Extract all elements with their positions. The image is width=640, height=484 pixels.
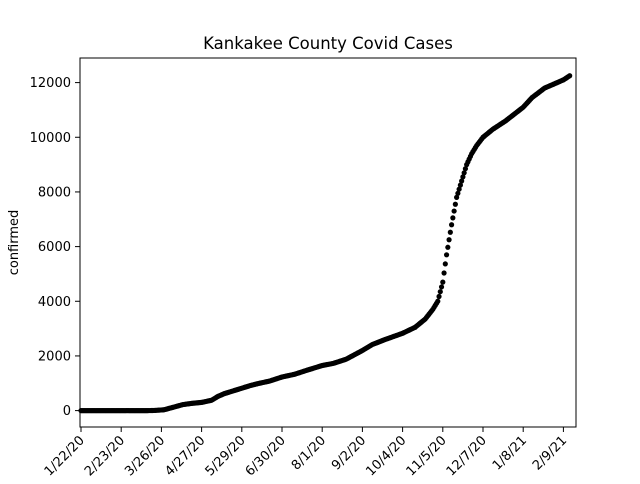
data-point [441, 270, 447, 276]
data-point [443, 252, 450, 258]
y-tick-label: 12000 [30, 76, 71, 91]
x-tick-label: 1/22/20 [42, 433, 88, 479]
data-point [450, 215, 456, 221]
y-axis-label: confirmed [7, 210, 22, 276]
x-tick-label: 6/30/20 [243, 433, 289, 479]
data-point [455, 190, 461, 196]
data-point [442, 261, 448, 267]
x-tick-label: 3/26/20 [122, 433, 168, 479]
y-tick-label: 8000 [38, 185, 71, 200]
data-point [567, 73, 573, 79]
chart-title: Kankakee County Covid Cases [203, 34, 453, 53]
data-point [456, 186, 462, 192]
x-tick-label: 9/2/20 [329, 433, 369, 473]
data-point [435, 298, 441, 304]
data-points [78, 73, 573, 414]
data-point [460, 174, 466, 180]
x-tick-label: 12/7/20 [444, 433, 490, 479]
plot-frame [79, 57, 577, 428]
data-point [438, 284, 445, 290]
data-point [459, 178, 465, 184]
x-tick-label: 2/23/20 [82, 433, 128, 479]
data-point [448, 222, 455, 228]
data-point [452, 201, 458, 207]
data-point [461, 170, 467, 176]
data-point [440, 279, 446, 285]
y-tick-label: 2000 [38, 349, 71, 364]
data-point [445, 244, 451, 250]
data-point [436, 293, 442, 300]
x-tick-label: 4/27/20 [162, 433, 208, 479]
x-tick-label: 5/29/20 [203, 433, 249, 479]
y-tick-label: 4000 [38, 295, 71, 310]
data-point [446, 237, 452, 243]
data-point [457, 182, 463, 188]
plot-area [79, 57, 577, 428]
x-tick-label: 1/8/21 [490, 433, 530, 473]
x-tick-label: 2/9/21 [530, 433, 570, 473]
x-axis-ticks: 1/22/202/23/203/26/204/27/205/29/206/30/… [42, 427, 570, 479]
y-tick-label: 0 [63, 404, 71, 419]
y-axis-ticks: 0 2000 4000 6000 8000 10000 12000 [30, 76, 80, 419]
data-point [451, 208, 457, 214]
data-point [462, 166, 469, 172]
x-tick-label: 8/1/20 [289, 433, 329, 473]
y-tick-label: 6000 [38, 240, 71, 255]
data-point [447, 229, 453, 235]
y-tick-label: 10000 [30, 131, 71, 146]
x-tick-label: 11/5/20 [404, 433, 450, 479]
data-point [454, 194, 460, 200]
data-point [437, 289, 443, 295]
x-tick-label: 10/4/20 [363, 433, 409, 479]
